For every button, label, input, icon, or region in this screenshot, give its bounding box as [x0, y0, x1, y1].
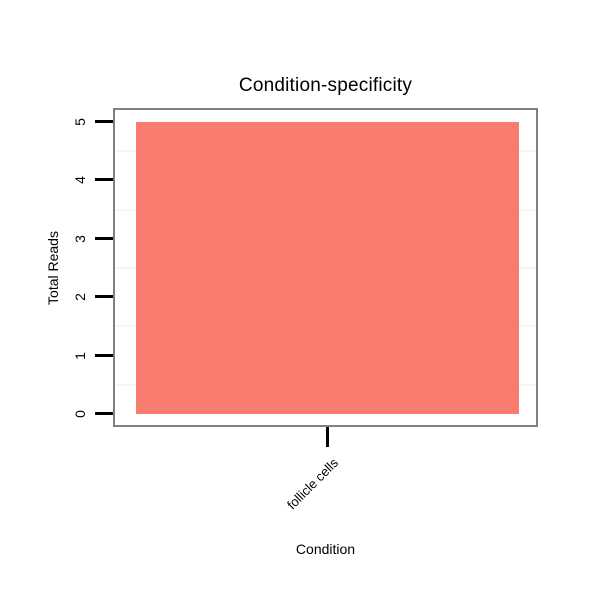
y-tick-label: 1 [72, 351, 88, 360]
y-tick-mark [95, 236, 113, 240]
bar-follicle-cells [136, 122, 519, 414]
y-tick-mark [95, 353, 113, 357]
y-tick-mark [95, 295, 113, 299]
y-tick-mark [95, 120, 113, 123]
y-tick-label: 4 [72, 176, 88, 185]
x-tick-mark [326, 427, 329, 447]
y-tick-mark [95, 412, 113, 415]
y-tick-label: 5 [72, 118, 88, 126]
y-tick-label: 3 [72, 234, 88, 243]
x-tick-label: follicle cells [283, 455, 341, 513]
x-axis-label: Condition [295, 541, 356, 557]
y-tick-label: 0 [72, 410, 88, 418]
plot-area [113, 108, 538, 427]
chart-title: Condition-specificity [238, 75, 413, 96]
y-axis-label: Total Reads [45, 231, 61, 305]
y-tick-mark [95, 178, 113, 182]
y-tick-label: 2 [72, 293, 88, 302]
